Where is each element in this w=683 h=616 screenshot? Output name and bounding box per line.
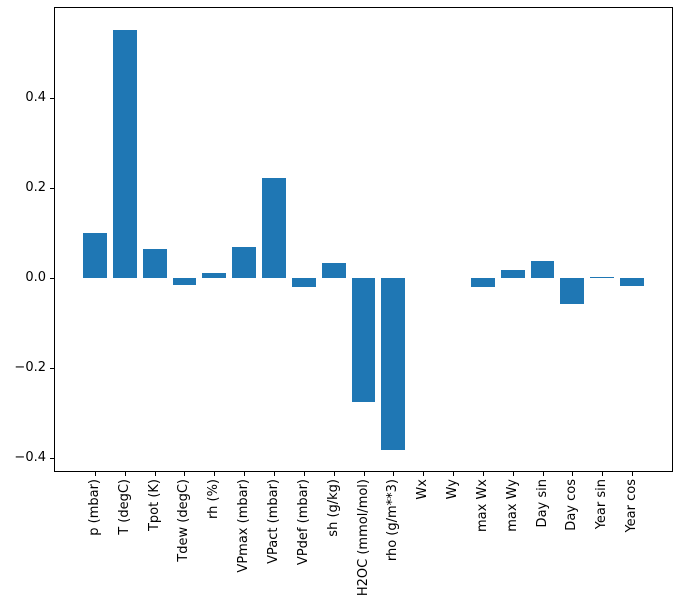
bar-max Wx: [470, 277, 495, 288]
bar-VPdef (mbar): [291, 277, 316, 288]
x-tick-mark: [453, 472, 454, 476]
bar-rh (%): [202, 272, 227, 278]
x-tick-mark: [124, 472, 126, 476]
y-tick-mark: [50, 187, 54, 189]
y-tick-label: 0.2: [25, 179, 46, 195]
x-tick-label: Day cos: [564, 479, 580, 531]
y-tick-label: −0.2: [14, 359, 46, 375]
x-tick-label: VPact (mbar): [265, 479, 281, 564]
y-tick-mark: [50, 277, 54, 279]
x-tick-label: rho (g/m**3): [385, 479, 401, 562]
bar-Year sin: [590, 276, 615, 278]
x-tick-mark: [333, 472, 335, 476]
bar-H2OC (mmol/mol): [351, 277, 376, 403]
bar-Day cos: [560, 277, 585, 304]
bar-rho (g/m**3): [381, 277, 406, 451]
x-tick-mark: [184, 472, 186, 476]
x-tick-mark: [94, 472, 96, 476]
x-tick-mark: [303, 472, 305, 476]
bar-Day sin: [530, 260, 555, 278]
x-tick-label: VPdef (mbar): [295, 479, 311, 566]
x-tick-mark: [423, 472, 425, 476]
x-tick-mark: [393, 472, 395, 476]
x-tick-label: sh (g/kg): [325, 479, 341, 537]
bar-Tpot (K): [142, 248, 167, 278]
x-tick-mark: [273, 472, 275, 476]
x-tick-mark: [512, 472, 514, 476]
x-tick-label: Year cos: [624, 479, 640, 533]
x-tick-label: rh (%): [206, 479, 222, 519]
x-tick-label: VPmax (mbar): [236, 479, 252, 573]
x-tick-mark: [363, 472, 365, 476]
x-tick-label: Year sin: [594, 479, 610, 530]
x-tick-label: max Wy: [504, 479, 520, 532]
y-tick-mark: [50, 97, 54, 99]
x-tick-mark: [482, 472, 484, 476]
bar-VPmax (mbar): [232, 247, 257, 278]
x-tick-label: T (degC): [116, 479, 132, 535]
bar-max Wy: [500, 270, 525, 278]
bar-Year cos: [620, 277, 644, 287]
x-tick-label: max Wx: [474, 479, 490, 533]
x-tick-mark: [602, 472, 604, 476]
x-tick-mark: [542, 472, 544, 476]
bar-VPact (mbar): [262, 178, 286, 278]
x-tick-mark: [572, 472, 574, 476]
x-tick-label: Day sin: [534, 479, 550, 528]
bar-T (degC): [112, 30, 137, 278]
x-tick-label: Tdew (degC): [176, 479, 192, 562]
x-tick-label: Tpot (K): [146, 479, 162, 532]
x-tick-mark: [632, 472, 634, 476]
x-tick-label: H2OC (mmol/mol): [355, 479, 371, 597]
x-tick-mark: [214, 472, 216, 476]
y-tick-label: −0.4: [14, 449, 46, 465]
x-tick-label: Wy: [445, 479, 460, 500]
x-tick-label: Wx: [415, 479, 431, 500]
x-tick-mark: [154, 472, 156, 476]
bar-sh (g/kg): [321, 262, 346, 278]
y-tick-label: 0.4: [25, 89, 46, 105]
plot-area: [54, 7, 673, 472]
y-tick-mark: [50, 367, 54, 369]
x-tick-mark: [244, 472, 246, 476]
x-tick-label: p (mbar): [86, 479, 102, 536]
y-tick-label: 0.0: [25, 269, 46, 285]
y-tick-mark: [50, 457, 54, 459]
bar-p (mbar): [83, 232, 107, 278]
bar-Tdew (degC): [172, 277, 197, 285]
